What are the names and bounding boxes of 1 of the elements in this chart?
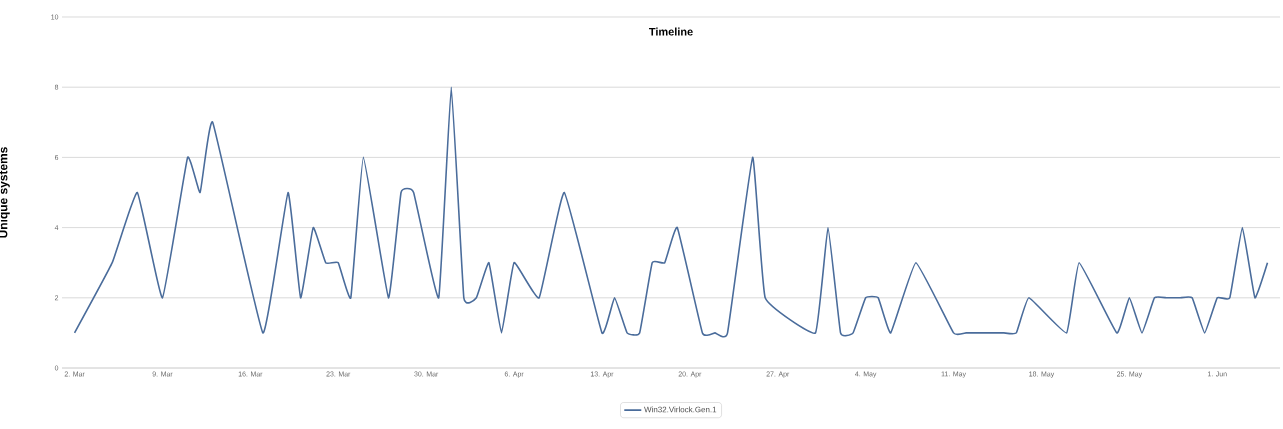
text: Timeline — [649, 27, 693, 36]
